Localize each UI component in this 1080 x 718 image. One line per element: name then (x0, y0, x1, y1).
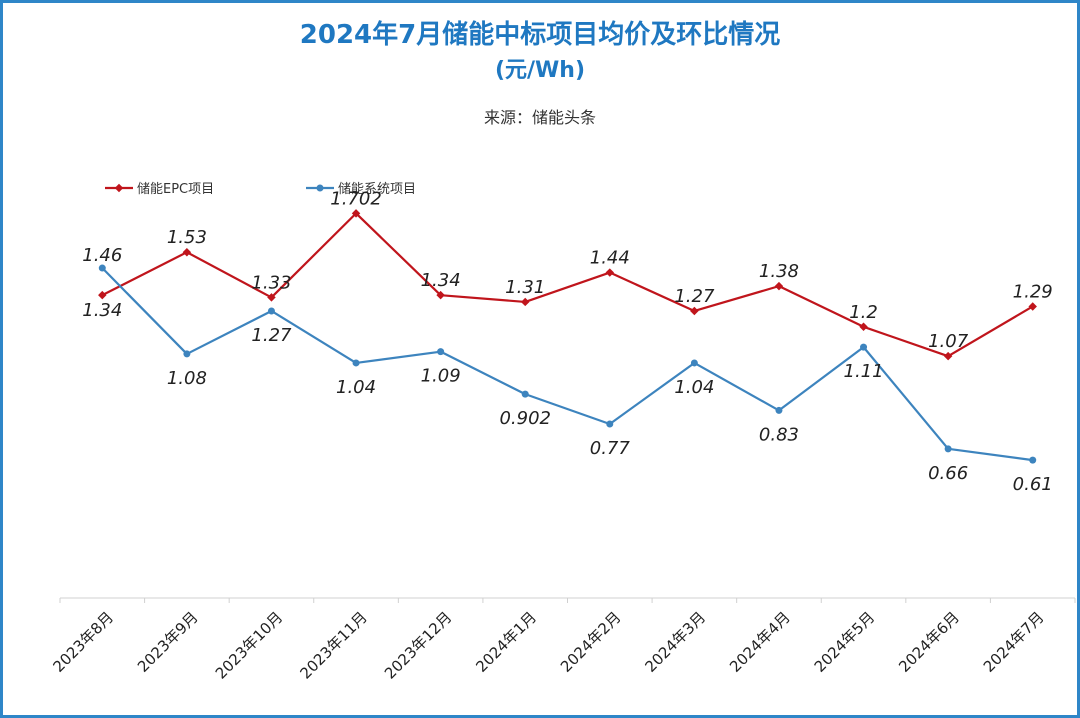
epc-marker (859, 322, 868, 332)
epc-marker (605, 268, 615, 277)
legend-label: 储能EPC项目 (137, 182, 214, 197)
epc-marker (1028, 302, 1037, 311)
system-data-label: 0.61 (1013, 474, 1053, 495)
legend-marker (316, 184, 324, 192)
epc-data-label: 1.2 (849, 302, 878, 323)
legend-marker (114, 183, 124, 193)
epc-data-label: 1.44 (590, 248, 630, 269)
x-tick-label: 2023年12月 (381, 608, 455, 682)
x-tick-label: 2023年10月 (212, 608, 286, 682)
x-tick-label: 2024年6月 (895, 608, 963, 676)
epc-marker (267, 293, 276, 302)
x-tick-label: 2024年5月 (811, 608, 879, 676)
x-tick-label: 2024年1月 (472, 608, 540, 676)
epc-data-label: 1.31 (505, 277, 545, 298)
epc-marker (351, 209, 361, 218)
x-tick-label: 2024年2月 (557, 608, 625, 676)
epc-data-label: 1.34 (82, 300, 122, 321)
series-line-system (101, 267, 1033, 462)
epc-data-label: 1.29 (1013, 281, 1053, 302)
epc-marker (774, 281, 784, 291)
system-data-label: 1.04 (674, 377, 714, 398)
x-tick-label: 2024年3月 (642, 608, 710, 676)
system-marker (944, 445, 952, 453)
system-marker (521, 390, 529, 398)
system-data-label: 1.46 (82, 245, 122, 266)
epc-marker (520, 297, 530, 307)
x-tick-label: 2024年4月 (726, 608, 794, 676)
system-data-label: 1.09 (421, 366, 461, 387)
epc-marker (436, 290, 445, 300)
legend-label: 储能系统项目 (338, 182, 416, 197)
x-tick-label: 2023年11月 (296, 608, 370, 682)
system-marker (267, 307, 275, 315)
system-data-label: 0.77 (590, 438, 631, 459)
chart-unit: (元/Wh) (494, 58, 586, 83)
epc-data-label: 1.38 (759, 261, 799, 282)
system-marker (690, 359, 698, 367)
system-data-label: 1.08 (167, 368, 207, 389)
epc-data-label: 1.33 (251, 272, 291, 293)
series-layer (98, 209, 1037, 464)
epc-data-label: 1.53 (167, 227, 207, 248)
system-marker (860, 343, 868, 351)
system-marker (98, 264, 106, 272)
x-tick-label: 2023年9月 (134, 608, 202, 676)
x-tick-label: 2024年7月 (980, 608, 1048, 676)
epc-marker (182, 247, 192, 257)
epc-marker (943, 351, 953, 361)
epc-marker (98, 290, 107, 300)
epc-data-label: 1.702 (330, 188, 382, 209)
data-labels: 1.34 1.46 1.53 1.08 1.33 1.27 1.702 1.04 1.34 1.0… (82, 188, 1052, 495)
chart-source: 来源：储能头条 (483, 108, 596, 127)
epc-data-label: 1.07 (928, 331, 969, 352)
legend: 储能EPC项目 储能系统项目 (105, 182, 416, 197)
series-line-epc (101, 212, 1034, 358)
system-data-label: 0.66 (928, 463, 968, 484)
system-marker (775, 406, 783, 414)
x-tick-label: 2023年8月 (49, 608, 117, 676)
system-marker (606, 420, 614, 428)
system-data-label: 1.11 (844, 361, 884, 382)
system-marker (1029, 456, 1037, 464)
epc-marker (690, 306, 699, 316)
system-data-label: 0.83 (759, 424, 799, 445)
system-data-label: 0.902 (499, 408, 551, 429)
epc-data-label: 1.27 (674, 286, 715, 307)
system-data-label: 1.04 (336, 377, 376, 398)
epc-data-label: 1.34 (421, 270, 461, 291)
system-data-label: 1.27 (251, 325, 292, 346)
chart-title: 2024年7月储能中标项目均价及环比情况 (299, 20, 781, 50)
system-marker (183, 350, 191, 358)
system-marker (352, 359, 360, 367)
system-marker (437, 348, 445, 356)
x-axis: 2023年8月 2023年9月 2023年10月 2023年11月 2023年12月 20… (49, 597, 1076, 683)
